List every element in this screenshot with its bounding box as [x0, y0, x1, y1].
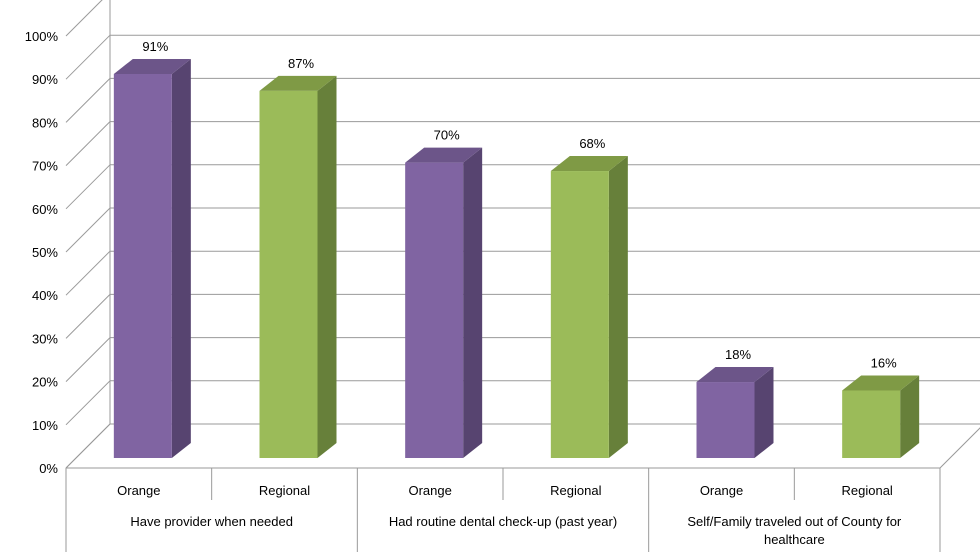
bar: [696, 382, 755, 458]
data-label: 70%: [434, 128, 460, 143]
category-label: Regional: [259, 483, 310, 498]
y-tick-label: 90%: [32, 72, 58, 87]
data-labels: 91% 87% 70% 68% 18% 16%: [142, 39, 897, 371]
y-tick-label: 10%: [32, 418, 58, 433]
y-tick-label: 30%: [32, 331, 58, 346]
gridline-diagonal: [65, 207, 111, 253]
y-tick-label: 70%: [32, 159, 58, 174]
bar: [405, 162, 464, 458]
gridline-diagonal: [65, 34, 111, 80]
bar-side: [463, 147, 483, 458]
data-label: 91%: [142, 39, 168, 54]
group-label: Had routine dental check-up (past year): [389, 514, 617, 529]
data-label: 18%: [725, 347, 751, 362]
group-label: healthcare: [764, 532, 825, 547]
category-label: Regional: [550, 483, 601, 498]
gridline-diagonal: [65, 337, 111, 382]
gridline-diagonal: [65, 121, 111, 166]
bar-side: [754, 367, 774, 458]
floor-right-edge: [939, 427, 980, 469]
bar-side: [317, 75, 337, 459]
gridline-diagonal: [65, 0, 103, 37]
y-tick-label: 40%: [32, 288, 58, 303]
bar-top: [113, 58, 191, 74]
group-label: Self/Family traveled out of County for: [687, 514, 902, 529]
gridline-diagonal: [65, 250, 111, 296]
bar-side: [171, 58, 191, 458]
y-axis: 0% 10% 20% 30% 40% 50% 60% 70% 80% 90% 100%: [25, 29, 59, 476]
category-label: Orange: [117, 483, 160, 498]
y-tick-label: 20%: [32, 375, 58, 390]
bar-side: [900, 375, 920, 458]
bar: [842, 390, 901, 458]
bar-top: [842, 375, 920, 391]
y-tick-label: 60%: [32, 202, 58, 217]
bar-top: [696, 367, 774, 383]
gridline-diagonal: [65, 380, 111, 426]
gridline-diagonal: [65, 294, 111, 339]
bars: [113, 58, 920, 459]
data-label: 16%: [871, 355, 897, 370]
gridline-diagonal: [65, 423, 111, 469]
category-label: Orange: [408, 483, 451, 498]
x-axis: Orange Regional Have provider when needed O…: [65, 468, 941, 552]
bar-top: [259, 75, 337, 91]
data-label: 68%: [579, 136, 605, 151]
y-tick-label: 0%: [39, 461, 58, 476]
bar: [259, 90, 318, 459]
y-tick-label: 100%: [25, 29, 59, 44]
gridline-diagonal: [65, 164, 111, 210]
data-label: 87%: [288, 56, 314, 71]
gridline-diagonal: [65, 78, 111, 123]
bar: [550, 171, 609, 459]
bar-top: [550, 156, 628, 172]
group-label: Have provider when needed: [130, 514, 293, 529]
bar-top: [405, 147, 483, 163]
y-tick-label: 50%: [32, 245, 58, 260]
category-label: Regional: [842, 483, 893, 498]
y-tick-label: 80%: [32, 115, 58, 130]
bar: [113, 73, 172, 458]
bar-side: [608, 156, 628, 459]
category-label: Orange: [700, 483, 743, 498]
